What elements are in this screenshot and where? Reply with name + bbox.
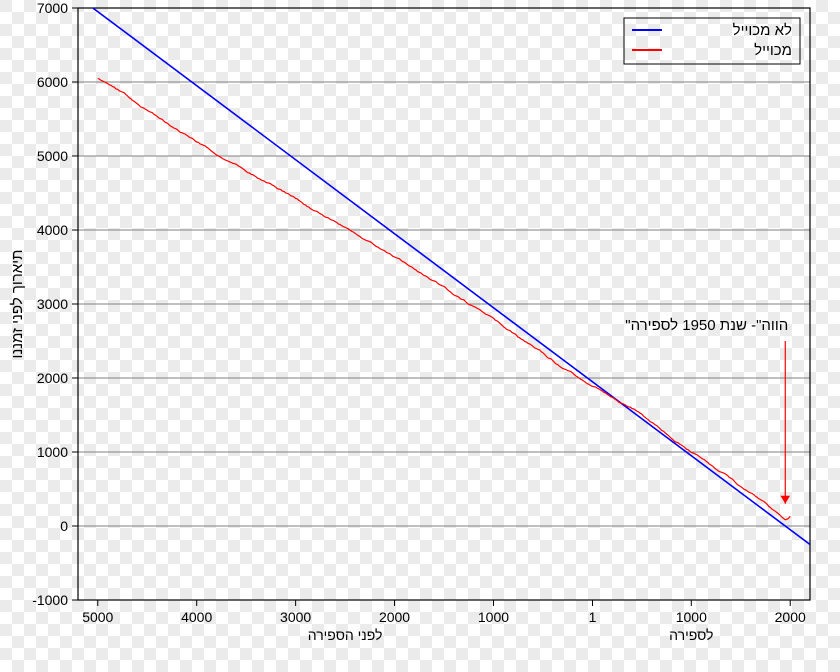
y-tick-label: 0	[60, 518, 68, 534]
y-tick-label: 5000	[37, 148, 68, 164]
y-tick-label: -1000	[32, 592, 68, 608]
x-tick-label: 3000	[280, 609, 311, 625]
y-tick-label: 7000	[37, 0, 68, 16]
x-tick-label: 4000	[181, 609, 212, 625]
x-sublabel: לספירה	[669, 627, 713, 643]
chart-svg: 5000 4000 3000 2000 1000 1 1000 2000 לפני הספירה…	[0, 0, 840, 672]
y-tick-label: 3000	[37, 296, 68, 312]
y-axis-label: תיארוך לפני זמננו	[9, 250, 26, 359]
legend-label: לא מכוייל	[733, 22, 792, 39]
x-tick-label: 5000	[82, 609, 113, 625]
legend-label: מכוייל	[754, 42, 792, 59]
y-tick-label: 1000	[37, 444, 68, 460]
x-tick-label: 2000	[775, 609, 806, 625]
x-tick-label: 1000	[478, 609, 509, 625]
x-sublabel: לפני הספירה	[308, 627, 383, 643]
y-tick-label: 6000	[37, 74, 68, 90]
annotation-text: "הווה"- שנת 1950 לספירה	[625, 317, 788, 334]
x-tick-label: 2000	[379, 609, 410, 625]
x-tick-label: 1	[589, 609, 597, 625]
y-tick-label: 4000	[37, 222, 68, 238]
y-tick-label: 2000	[37, 370, 68, 386]
x-tick-label: 1000	[676, 609, 707, 625]
chart-container: 5000 4000 3000 2000 1000 1 1000 2000 לפני הספירה…	[0, 0, 840, 672]
